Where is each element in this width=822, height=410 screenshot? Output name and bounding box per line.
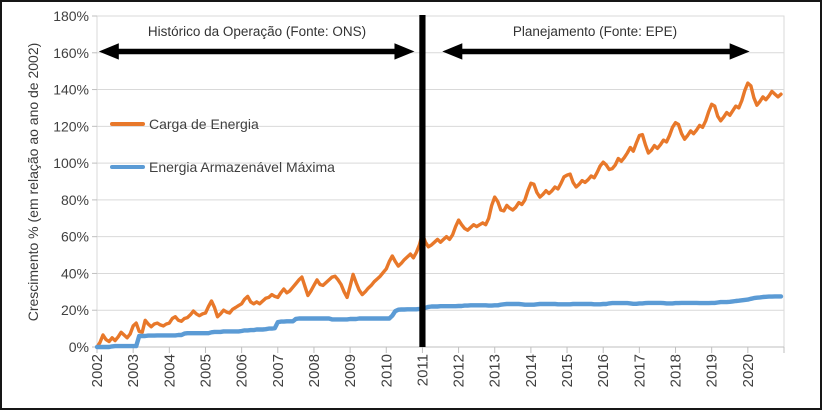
legend-item-armazenavel: Energia Armazenável Máxima [110, 158, 335, 176]
x-tick-label: 2020 [740, 354, 757, 387]
x-tick-label: 2003 [125, 354, 142, 387]
y-tick-label: 40% [61, 265, 89, 281]
legend-swatch-armazenavel [110, 164, 145, 170]
x-tick-label: 2014 [523, 354, 540, 387]
x-tick-label: 2007 [270, 354, 287, 387]
annotation-arrowhead-right-1 [729, 43, 750, 60]
y-tick-label: 60% [61, 229, 89, 245]
y-tick-label: 180% [53, 8, 89, 24]
legend-label-armazenavel: Energia Armazenável Máxima [149, 159, 335, 175]
annotation-arrowhead-left-1 [442, 43, 463, 60]
series-line-energia-armazen-vel-m-xima [94, 294, 784, 350]
divider-line-2011 [419, 15, 426, 347]
annotation-arrowhead-right-0 [394, 43, 415, 60]
annotation-arrowhead-left-0 [98, 43, 119, 60]
x-tick-label: 2018 [668, 354, 685, 387]
y-tick-label: 160% [53, 45, 89, 61]
plot-area [96, 15, 785, 348]
y-tick-label: 100% [53, 155, 89, 171]
x-tick-label: 2008 [306, 354, 323, 387]
y-tick-label: 120% [53, 118, 89, 134]
x-tick-label: 2009 [342, 354, 359, 387]
y-tick-label: 0% [69, 339, 89, 355]
y-tick-label: 80% [61, 192, 89, 208]
y-axis-title: Crescimento % (em relação ao ano de 2002… [25, 42, 41, 322]
x-tick-label: 2006 [234, 354, 251, 387]
x-tick-label: 2019 [704, 354, 721, 387]
x-tick-label: 2012 [451, 354, 468, 387]
x-tick-label: 2010 [378, 354, 395, 387]
legend-label-carga: Carga de Energia [149, 116, 259, 132]
x-tick-label: 2013 [487, 354, 504, 387]
y-tick-label: 20% [61, 302, 89, 318]
x-tick-label: 2016 [595, 354, 612, 387]
x-tick-label: 2004 [161, 354, 178, 387]
y-tick-label: 140% [53, 82, 89, 98]
x-tick-label: 2017 [631, 354, 648, 387]
legend-swatch-carga [110, 122, 145, 126]
x-tick-label: 2005 [197, 354, 214, 387]
x-tick-label: 2015 [559, 354, 576, 387]
x-tick-label: 2002 [89, 354, 106, 387]
legend-item-carga: Carga de Energia [110, 115, 259, 133]
annotation-historico-label: Histórico da Operação (Fonte: ONS) [147, 24, 367, 39]
series-line-carga-de-energia [95, 81, 783, 349]
x-tick-label: 2011 [414, 354, 431, 386]
annotation-planejamento-label: Planejamento (Fonte: EPE) [512, 24, 678, 39]
